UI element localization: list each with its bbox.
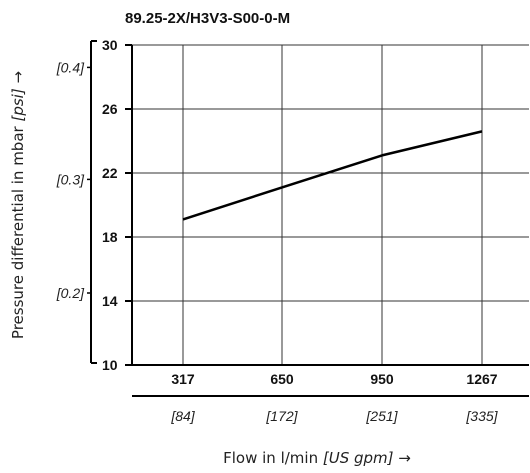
axes [87,40,529,397]
y-tick-labels: 10 14 18 22 26 30 [102,37,118,373]
y-tick-label: 22 [102,165,118,181]
x-axis-arrow: → [398,449,411,467]
x-axis-label: Flow in l/min [US gpm] → [223,449,411,467]
y-alt-tick-label: [0.4] [56,59,85,75]
x-tick-label: 950 [370,371,394,387]
y-tick-label: 14 [102,293,118,309]
grid [132,44,529,365]
y-axis-alt-unit: [psi] [9,88,27,121]
y-tick-label: 26 [102,101,118,117]
y-alt-tick-label: [0.3] [56,171,85,187]
y-alt-tick-label: [0.2] [56,285,85,301]
plot-series [182,130,483,221]
x-tick-labels-alt: [84] [172] [251] [335] [170,408,498,424]
x-tick-label: 1267 [466,371,497,387]
series-line [182,130,483,221]
x-alt-tick-label: [251] [365,408,398,424]
x-tick-label: 317 [171,371,195,387]
x-alt-tick-label: [84] [170,408,195,424]
x-alt-tick-label: [335] [465,408,498,424]
y-axis-label-text: Pressure differential in mbar [9,125,27,339]
x-axis-alt-unit: [US gpm] [323,449,394,467]
y-axis-arrow: → [9,71,27,84]
x-tick-labels: 317 650 950 1267 [171,371,497,387]
x-axis-label-text: Flow in l/min [223,449,318,467]
y-tick-label: 18 [102,229,118,245]
chart-title: 89.25-2X/H3V3-S00-0-M [125,10,290,27]
x-tick-label: 650 [270,371,294,387]
y-alt-tick-labels: [0.2] [0.3] [0.4] [56,59,85,301]
y-axis-label: Pressure differential in mbar [psi] → [9,71,27,339]
x-alt-tick-label: [172] [265,408,298,424]
y-tick-label: 30 [102,37,118,53]
y-tick-label: 10 [102,357,118,373]
